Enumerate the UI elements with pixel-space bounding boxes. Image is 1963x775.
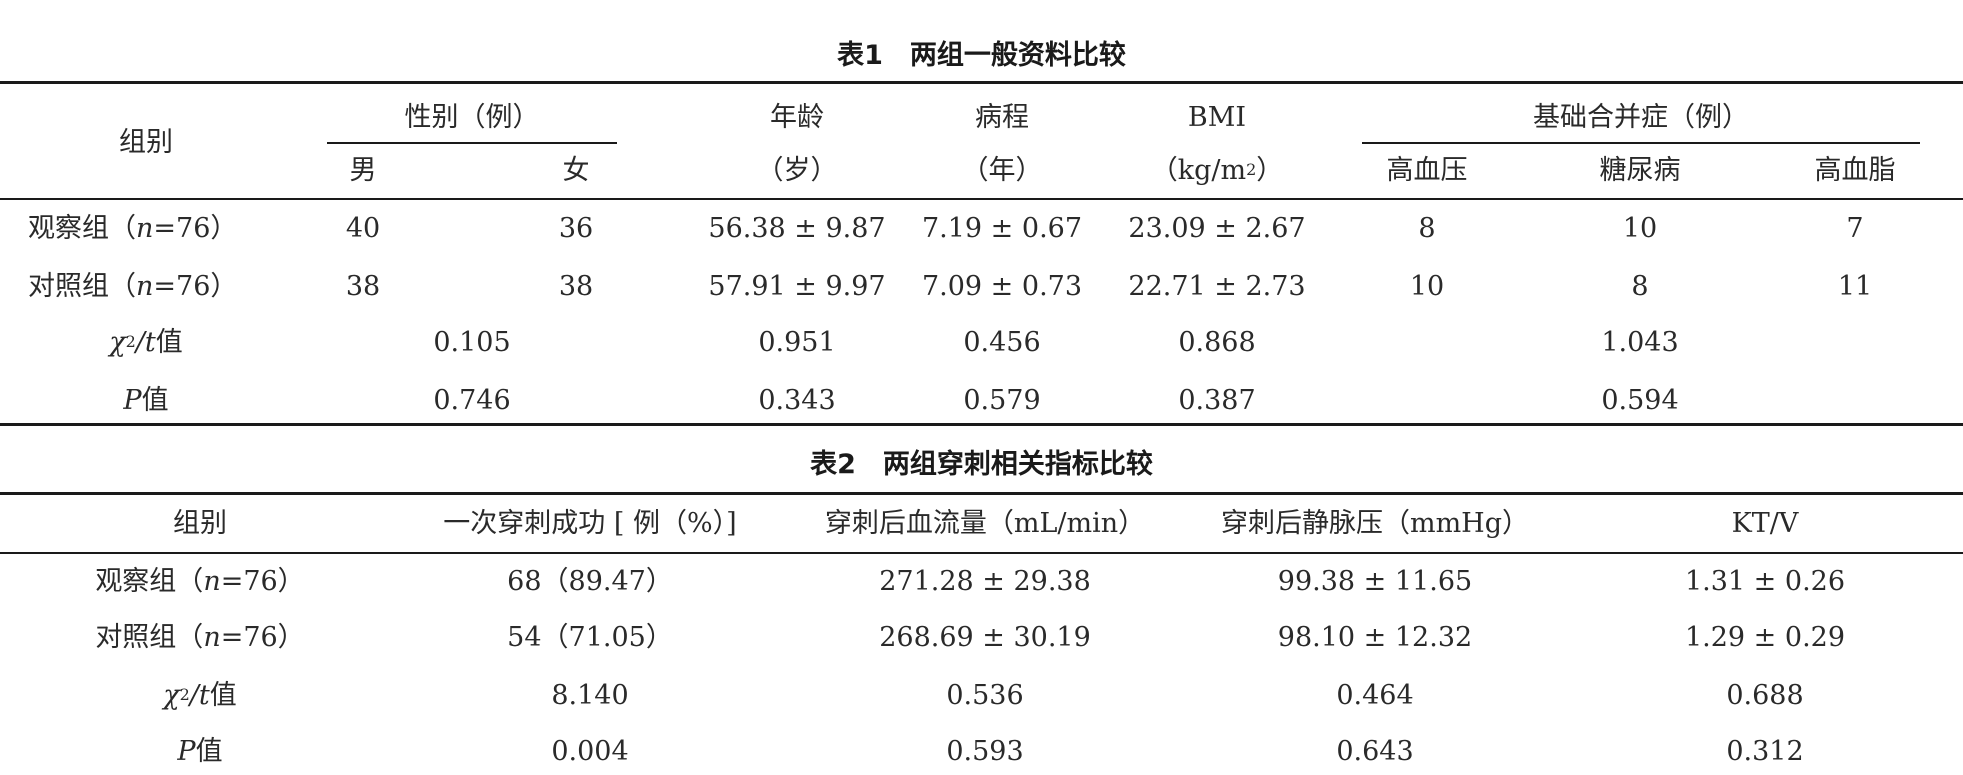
t2-header-venous-pressure: 穿刺后静脉压（mmHg） [1220,507,1530,539]
t2-row-p-label: P 值 [177,735,223,767]
chi-comorbid: 1.043 [1601,326,1679,358]
ctrl-diabetes: 8 [1631,270,1649,302]
header-hyperlipidemia: 高血脂 [1814,154,1896,186]
t2-chi-venous-pressure: 0.464 [1336,679,1414,711]
ctrl-age: 57.91 ± 9.97 [708,270,886,302]
p-bmi: 0.387 [1178,384,1256,416]
obs-bmi: 23.09 ± 2.67 [1128,212,1306,244]
ctrl-course: 7.09 ± 0.73 [921,270,1083,302]
row-chi-label: χ 2/t 值 [109,326,183,358]
p-course: 0.579 [963,384,1041,416]
table-2: 表2 两组穿刺相关指标比较 组别 一次穿刺成功 [ 例（%）] 穿刺后血流量（m… [0,425,1963,775]
header-diabetes: 糖尿病 [1599,154,1681,186]
ctrl-hypertension: 10 [1409,270,1445,302]
obs-diabetes: 10 [1622,212,1658,244]
header-age: 年龄 [770,101,824,133]
t2-p-ktv: 0.312 [1726,735,1804,767]
table-1-top-rule [0,81,1963,84]
t2-p-first-success: 0.004 [551,735,629,767]
row-ctrl-label: 对照组（ n =76） [28,270,238,302]
header-hypertension: 高血压 [1386,154,1468,186]
obs-male: 40 [345,212,381,244]
t2-obs-venous-pressure: 99.38 ± 11.65 [1277,565,1473,597]
header-sex: 性别（例） [404,101,540,133]
t2-ctrl-blood-flow: 268.69 ± 30.19 [879,621,1091,653]
t2-header-blood-flow: 穿刺后血流量（mL/min） [824,507,1146,539]
t2-row-chi-label: χ 2/t 值 [163,679,237,711]
t2-chi-first-success: 8.140 [551,679,629,711]
header-female: 女 [562,154,590,186]
header-male: 男 [349,154,377,186]
t2-ctrl-ktv: 1.29 ± 0.29 [1684,621,1846,653]
table-1-caption: 表1 两组一般资料比较 [837,40,1126,71]
table-2-header-rule [0,552,1963,554]
t2-chi-ktv: 0.688 [1726,679,1804,711]
header-age-unit: （岁） [756,154,838,186]
header-comorbid: 基础合并症（例） [1533,101,1749,133]
header-bmi: BMI [1187,101,1247,133]
chi-sex: 0.105 [433,326,511,358]
header-course-unit: （年） [961,154,1043,186]
ctrl-male: 38 [345,270,381,302]
ctrl-hyperlipidemia: 11 [1837,270,1873,302]
t2-row-obs-label: 观察组（ n =76） [95,565,305,597]
t2-header-first-success: 一次穿刺成功 [ 例（%）] [443,507,737,539]
obs-course: 7.19 ± 0.67 [921,212,1083,244]
t2-p-blood-flow: 0.593 [946,735,1024,767]
header-bmi-unit: （kg/m 2） [1150,154,1284,186]
obs-female: 36 [558,212,594,244]
t2-obs-first-success: 68（89.47） [507,565,673,597]
header-sex-rule [327,142,617,144]
p-age: 0.343 [758,384,836,416]
header-course: 病程 [975,101,1029,133]
t2-header-group: 组别 [173,507,227,539]
chi-age: 0.951 [758,326,836,358]
ctrl-bmi: 22.71 ± 2.73 [1128,270,1306,302]
table-2-top-rule [0,492,1963,495]
obs-age: 56.38 ± 9.87 [708,212,886,244]
row-p-label: P 值 [123,384,169,416]
p-comorbid: 0.594 [1601,384,1679,416]
obs-hyperlipidemia: 7 [1846,212,1864,244]
table-2-caption: 表2 两组穿刺相关指标比较 [810,449,1153,480]
t2-obs-blood-flow: 271.28 ± 29.38 [879,565,1091,597]
chi-bmi: 0.868 [1178,326,1256,358]
p-sex: 0.746 [433,384,511,416]
header-group: 组别 [119,126,173,158]
t2-obs-ktv: 1.31 ± 0.26 [1684,565,1846,597]
t2-header-ktv: KT/V [1731,507,1799,539]
t2-row-ctrl-label: 对照组（ n =76） [95,621,305,653]
table-1-header-rule [0,198,1963,200]
t2-p-venous-pressure: 0.643 [1336,735,1414,767]
row-obs-label: 观察组（ n =76） [28,212,238,244]
t2-chi-blood-flow: 0.536 [946,679,1024,711]
ctrl-female: 38 [558,270,594,302]
obs-hypertension: 8 [1418,212,1436,244]
t2-ctrl-first-success: 54（71.05） [507,621,673,653]
table-1: 表1 两组一般资料比较 组别 性别（例） 年龄 病程 BMI 基础合并症（例） … [0,40,1963,426]
t2-ctrl-venous-pressure: 98.10 ± 12.32 [1277,621,1473,653]
table-1-bottom-rule [0,423,1963,426]
header-comorbid-rule [1362,142,1920,144]
chi-course: 0.456 [963,326,1041,358]
